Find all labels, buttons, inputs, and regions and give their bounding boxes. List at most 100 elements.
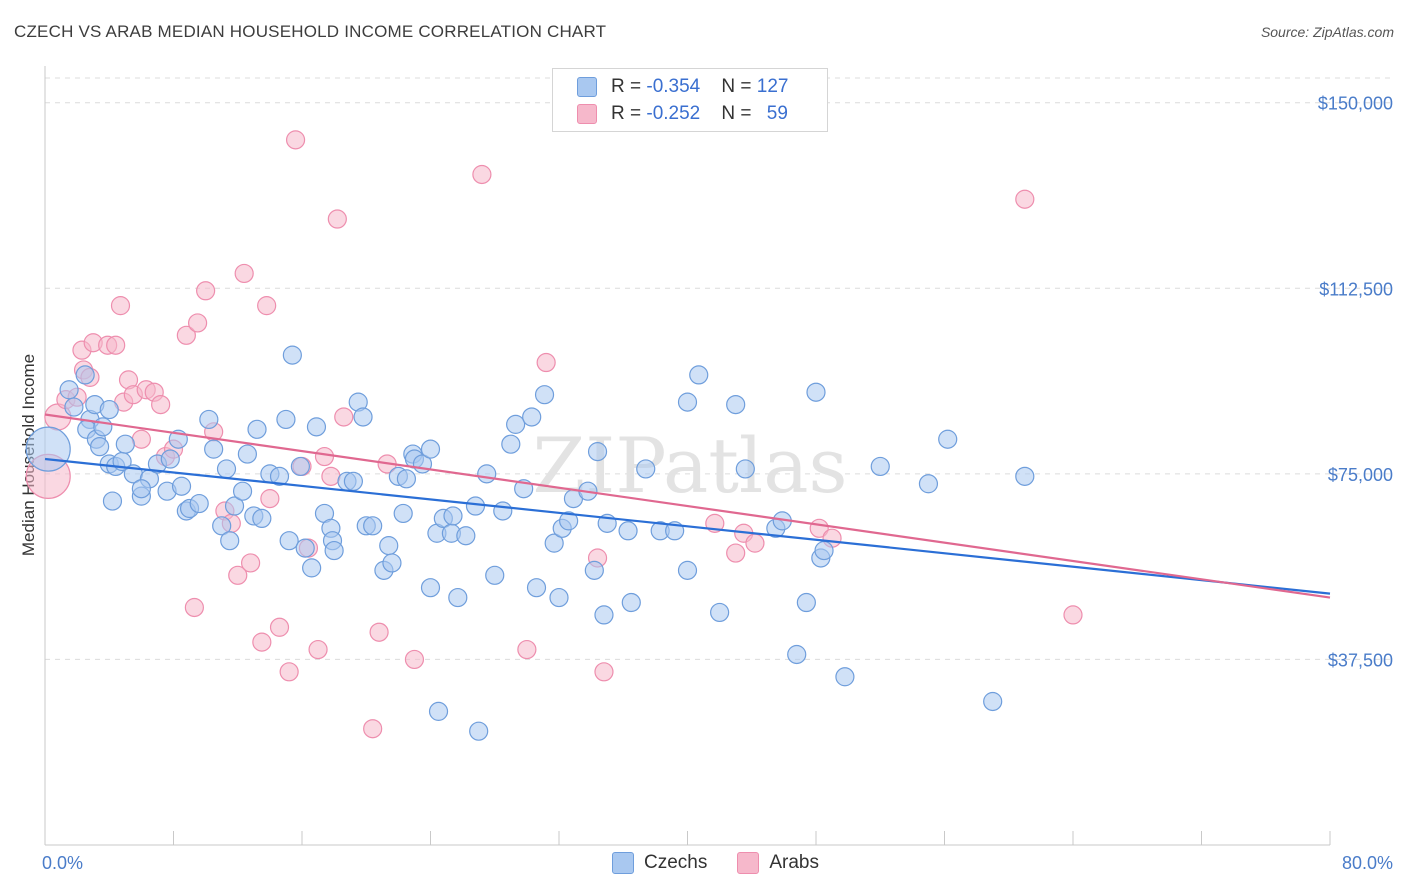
czech-point [290,456,310,477]
czech-point [199,409,219,430]
arab-point [176,325,196,345]
legend-item-arabs[interactable]: Arabs [737,852,819,874]
arab-swatch [577,104,597,124]
czech-point [220,531,240,551]
czech-point [25,426,71,472]
czech-point [343,471,363,491]
arab-point [1015,189,1035,209]
czech-point [522,407,542,427]
czech-point [379,536,399,556]
chart-title: CZECH VS ARAB MEDIAN HOUSEHOLD INCOME CO… [14,22,607,41]
czech-point [938,429,958,449]
czech-point [796,592,816,613]
arab-trend-line [44,413,1331,599]
source-label: Source: ZipAtlas.com [1260,24,1394,40]
czech-point [189,493,209,514]
arab-point [314,446,335,467]
y-tick-label: $112,500 [1319,279,1393,299]
arab-point [1063,605,1083,625]
arab-point [269,617,290,637]
series-legend: Czechs Arabs [612,852,849,874]
czech-point [918,474,939,494]
czech-point [689,365,709,385]
trend-lines [44,413,1331,599]
czech-point [237,444,257,464]
legend-label-czechs: Czechs [644,852,708,873]
czech-point [618,521,638,541]
czech-point [232,481,253,501]
czech-point [160,449,180,469]
czech-point [587,442,608,462]
czech-point [102,491,123,511]
czech-point [870,456,890,477]
czech-point [59,380,79,400]
legend-n-value: 59 [766,103,788,124]
czech-point [363,516,383,536]
czech-point [382,553,402,573]
czech-point [99,399,119,420]
y-tick-label: $150,000 [1318,94,1393,114]
czech-point [279,531,299,551]
czech-point [493,501,513,521]
y-tick-label: $75,000 [1328,465,1393,485]
czech-point [501,434,521,454]
arab-point [363,719,383,739]
czech-point [420,439,441,459]
czech-point [549,587,569,608]
czech-point [269,466,290,486]
czech-point [302,558,322,578]
czech-point [559,511,579,531]
czech-point [204,439,224,459]
arab-point [184,597,204,618]
legend-label-arabs: Arabs [769,852,819,873]
arab-point [257,296,277,316]
arab-point [241,553,261,573]
czech-point [526,578,547,598]
arab-point [517,639,537,660]
czech-point [282,345,302,365]
czech-point [544,533,564,553]
czech-point [75,365,95,385]
czech-point [584,560,604,580]
czech-point [306,417,327,437]
arab-point [187,313,208,333]
czech-point [469,721,489,741]
czech-point [726,394,746,415]
y-tick-label: $37,500 [1328,650,1393,670]
czech-point [835,667,855,687]
czech-points [25,345,1035,741]
arab-point [472,164,492,185]
arab-point [279,662,299,682]
legend-r-label: R = [611,103,647,124]
czech-point [534,385,555,405]
arab-point [334,407,354,427]
czech-point [594,605,614,625]
x-tick-labels: 0.0% 80.0% [42,853,1393,873]
arab-point [260,489,280,509]
czech-point [485,565,505,585]
legend-row-arabs: R = -0.252 N = 59 [577,102,788,126]
legend-row-czechs: R = -0.354 N = 127 [577,75,788,99]
czech-point [276,409,296,430]
czech-point [131,479,151,499]
arab-point [196,281,216,301]
legend-n-value: 127 [756,76,789,97]
arab-point [110,296,131,316]
czech-point [983,691,1003,712]
czech-point [814,540,834,561]
czech-point [677,560,698,580]
legend-item-czechs[interactable]: Czechs [612,852,707,874]
x-tick-label: 80.0% [1342,853,1393,873]
legend-n-label: N = [721,76,757,97]
legend-r-label: R = [611,76,647,97]
arab-point [252,632,272,652]
czech-point [247,419,267,439]
czech-point [806,382,826,402]
czech-point [443,506,463,526]
czech-swatch [577,77,597,97]
czech-point [115,434,135,454]
y-tick-labels: $37,500 $75,000 $112,500 $150,000 [1318,94,1393,671]
arab-point [285,130,306,150]
czech-point [171,476,192,496]
legend-n-label: N = [721,103,757,124]
